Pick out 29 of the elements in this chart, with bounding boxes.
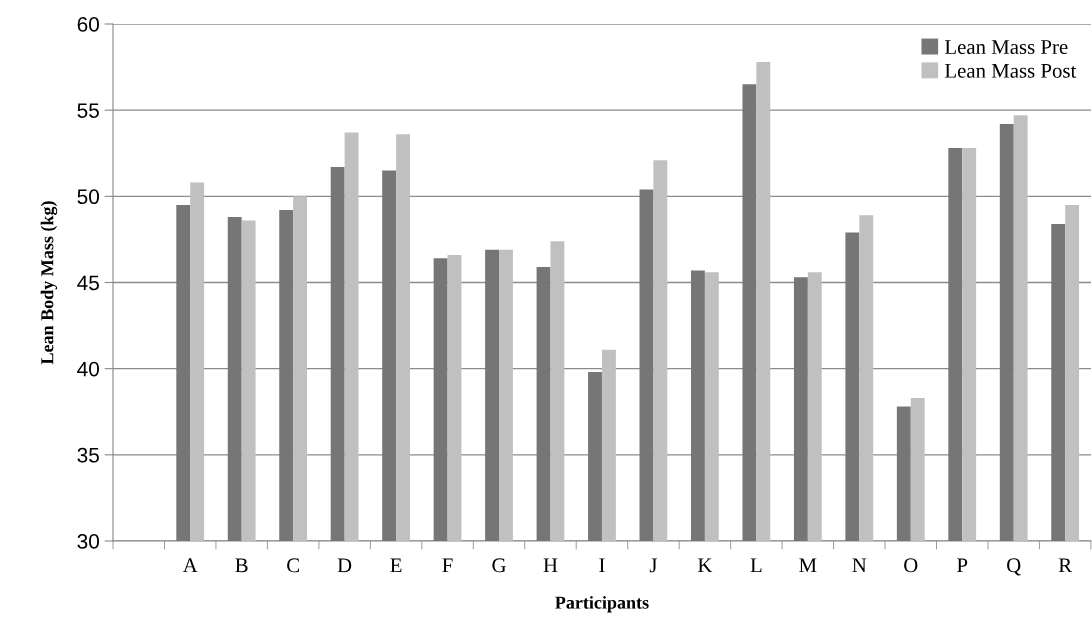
x-tick-label: L <box>750 558 762 573</box>
y-tick-label: 55 <box>77 103 99 118</box>
y-tick-label: 30 <box>77 534 99 549</box>
x-tick-label: O <box>904 558 918 573</box>
x-tick-label: Q <box>1007 558 1021 576</box>
y-tick-label: 40 <box>77 361 99 377</box>
x-tick-label: H <box>543 558 558 573</box>
y-tick-label: 35 <box>77 447 99 463</box>
x-tick-label: D <box>337 558 352 573</box>
y-tick-label: 45 <box>77 275 99 291</box>
x-tick-label: F <box>442 558 453 573</box>
x-tick-label: M <box>799 558 817 573</box>
y-axis-title: Lean Body Mass (kg) <box>40 201 58 365</box>
x-tick-label: B <box>235 558 248 573</box>
x-tick-label: I <box>599 558 605 573</box>
x-tick-label: G <box>492 558 506 573</box>
x-tick-label: N <box>852 558 867 573</box>
y-tick-label: 50 <box>77 189 99 205</box>
x-tick-label: K <box>697 558 713 573</box>
x-tick-label: P <box>957 558 968 573</box>
x-tick-label: C <box>287 558 299 573</box>
x-tick-label: E <box>390 558 402 573</box>
x-tick-label: R <box>1058 558 1073 573</box>
x-tick-label: J <box>649 558 658 573</box>
legend-label: Lean Mass Pre <box>944 40 1068 54</box>
y-tick-label: 60 <box>77 17 99 32</box>
x-axis-title: Participants <box>555 596 649 613</box>
legend-label: Lean Mass Post <box>944 63 1077 78</box>
x-tick-label: A <box>182 558 198 573</box>
